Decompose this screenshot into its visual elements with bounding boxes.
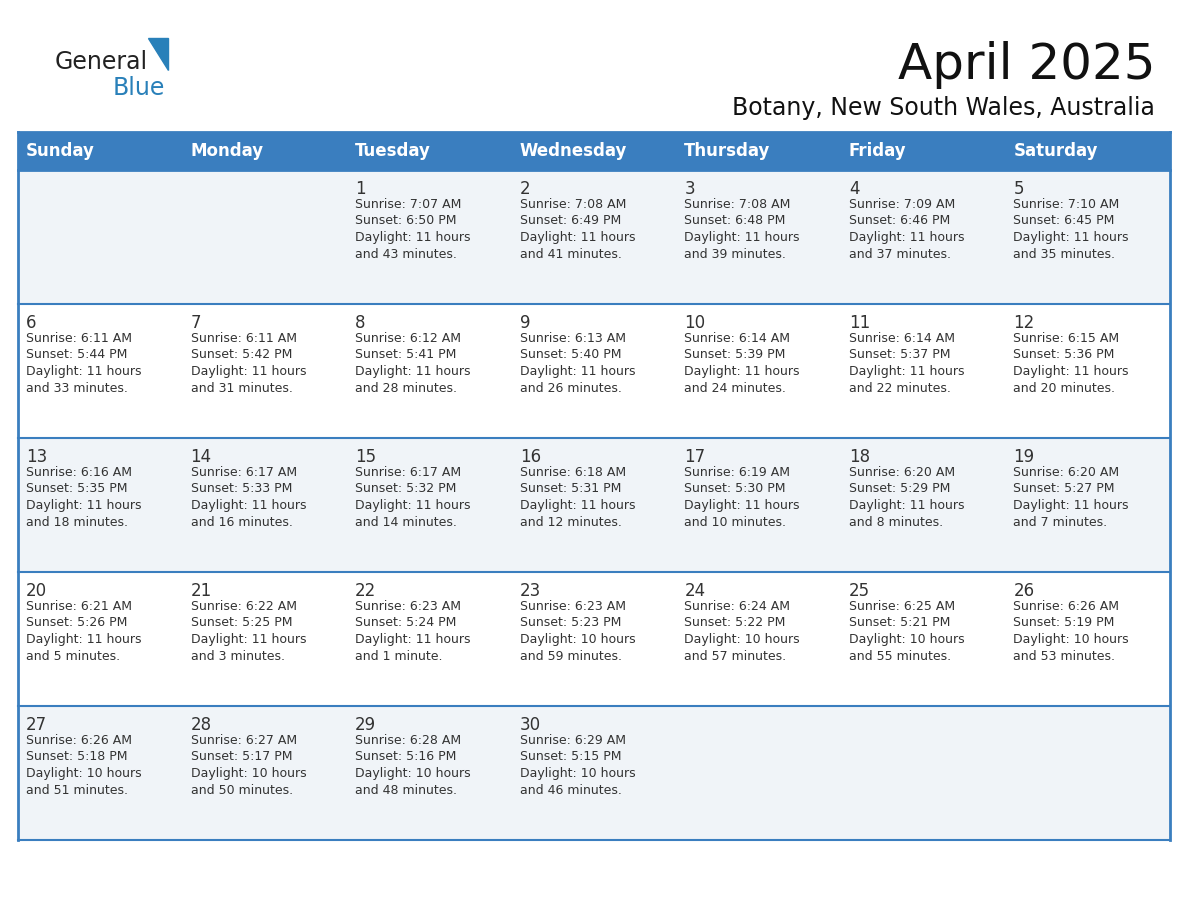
Text: Sunrise: 6:16 AM
Sunset: 5:35 PM
Daylight: 11 hours
and 18 minutes.: Sunrise: 6:16 AM Sunset: 5:35 PM Dayligh… [26, 466, 141, 529]
Text: 16: 16 [519, 448, 541, 466]
Text: 2: 2 [519, 180, 530, 198]
Text: 17: 17 [684, 448, 706, 466]
FancyBboxPatch shape [18, 132, 1170, 170]
Text: Sunrise: 6:24 AM
Sunset: 5:22 PM
Daylight: 10 hours
and 57 minutes.: Sunrise: 6:24 AM Sunset: 5:22 PM Dayligh… [684, 600, 800, 663]
Text: Sunrise: 6:25 AM
Sunset: 5:21 PM
Daylight: 10 hours
and 55 minutes.: Sunrise: 6:25 AM Sunset: 5:21 PM Dayligh… [849, 600, 965, 663]
Text: 27: 27 [26, 716, 48, 734]
Text: Sunrise: 6:22 AM
Sunset: 5:25 PM
Daylight: 11 hours
and 3 minutes.: Sunrise: 6:22 AM Sunset: 5:25 PM Dayligh… [190, 600, 307, 663]
Text: 9: 9 [519, 314, 530, 332]
Text: 14: 14 [190, 448, 211, 466]
Text: Saturday: Saturday [1013, 142, 1098, 160]
Text: Sunrise: 7:10 AM
Sunset: 6:45 PM
Daylight: 11 hours
and 35 minutes.: Sunrise: 7:10 AM Sunset: 6:45 PM Dayligh… [1013, 198, 1129, 261]
Text: Sunrise: 6:23 AM
Sunset: 5:24 PM
Daylight: 11 hours
and 1 minute.: Sunrise: 6:23 AM Sunset: 5:24 PM Dayligh… [355, 600, 470, 663]
Text: 20: 20 [26, 582, 48, 600]
Polygon shape [148, 38, 168, 70]
Text: Sunrise: 7:08 AM
Sunset: 6:48 PM
Daylight: 11 hours
and 39 minutes.: Sunrise: 7:08 AM Sunset: 6:48 PM Dayligh… [684, 198, 800, 261]
Text: 3: 3 [684, 180, 695, 198]
Text: 22: 22 [355, 582, 377, 600]
Text: 8: 8 [355, 314, 366, 332]
Text: 13: 13 [26, 448, 48, 466]
Text: Sunrise: 6:20 AM
Sunset: 5:29 PM
Daylight: 11 hours
and 8 minutes.: Sunrise: 6:20 AM Sunset: 5:29 PM Dayligh… [849, 466, 965, 529]
Text: Sunrise: 6:13 AM
Sunset: 5:40 PM
Daylight: 11 hours
and 26 minutes.: Sunrise: 6:13 AM Sunset: 5:40 PM Dayligh… [519, 332, 636, 395]
Text: Thursday: Thursday [684, 142, 771, 160]
Text: Sunrise: 6:11 AM
Sunset: 5:42 PM
Daylight: 11 hours
and 31 minutes.: Sunrise: 6:11 AM Sunset: 5:42 PM Dayligh… [190, 332, 307, 395]
FancyBboxPatch shape [18, 304, 1170, 438]
Text: 19: 19 [1013, 448, 1035, 466]
Text: 29: 29 [355, 716, 377, 734]
Text: Friday: Friday [849, 142, 906, 160]
Text: 4: 4 [849, 180, 859, 198]
Text: 6: 6 [26, 314, 37, 332]
Text: Wednesday: Wednesday [519, 142, 627, 160]
Text: Blue: Blue [113, 76, 165, 100]
Text: 30: 30 [519, 716, 541, 734]
Text: 7: 7 [190, 314, 201, 332]
Text: Sunrise: 6:17 AM
Sunset: 5:33 PM
Daylight: 11 hours
and 16 minutes.: Sunrise: 6:17 AM Sunset: 5:33 PM Dayligh… [190, 466, 307, 529]
Text: 15: 15 [355, 448, 377, 466]
Text: Botany, New South Wales, Australia: Botany, New South Wales, Australia [732, 96, 1155, 120]
Text: Sunrise: 6:18 AM
Sunset: 5:31 PM
Daylight: 11 hours
and 12 minutes.: Sunrise: 6:18 AM Sunset: 5:31 PM Dayligh… [519, 466, 636, 529]
FancyBboxPatch shape [18, 706, 1170, 840]
Text: Sunrise: 7:07 AM
Sunset: 6:50 PM
Daylight: 11 hours
and 43 minutes.: Sunrise: 7:07 AM Sunset: 6:50 PM Dayligh… [355, 198, 470, 261]
Text: 26: 26 [1013, 582, 1035, 600]
Text: 25: 25 [849, 582, 870, 600]
Text: Tuesday: Tuesday [355, 142, 431, 160]
Text: Sunrise: 6:12 AM
Sunset: 5:41 PM
Daylight: 11 hours
and 28 minutes.: Sunrise: 6:12 AM Sunset: 5:41 PM Dayligh… [355, 332, 470, 395]
Text: 12: 12 [1013, 314, 1035, 332]
Text: 10: 10 [684, 314, 706, 332]
Text: Sunrise: 6:27 AM
Sunset: 5:17 PM
Daylight: 10 hours
and 50 minutes.: Sunrise: 6:27 AM Sunset: 5:17 PM Dayligh… [190, 734, 307, 797]
FancyBboxPatch shape [18, 572, 1170, 706]
Text: Sunrise: 6:20 AM
Sunset: 5:27 PM
Daylight: 11 hours
and 7 minutes.: Sunrise: 6:20 AM Sunset: 5:27 PM Dayligh… [1013, 466, 1129, 529]
Text: Sunrise: 6:17 AM
Sunset: 5:32 PM
Daylight: 11 hours
and 14 minutes.: Sunrise: 6:17 AM Sunset: 5:32 PM Dayligh… [355, 466, 470, 529]
Text: Sunrise: 6:26 AM
Sunset: 5:18 PM
Daylight: 10 hours
and 51 minutes.: Sunrise: 6:26 AM Sunset: 5:18 PM Dayligh… [26, 734, 141, 797]
Text: Sunrise: 6:23 AM
Sunset: 5:23 PM
Daylight: 10 hours
and 59 minutes.: Sunrise: 6:23 AM Sunset: 5:23 PM Dayligh… [519, 600, 636, 663]
Text: Sunrise: 6:19 AM
Sunset: 5:30 PM
Daylight: 11 hours
and 10 minutes.: Sunrise: 6:19 AM Sunset: 5:30 PM Dayligh… [684, 466, 800, 529]
Text: Sunrise: 6:21 AM
Sunset: 5:26 PM
Daylight: 11 hours
and 5 minutes.: Sunrise: 6:21 AM Sunset: 5:26 PM Dayligh… [26, 600, 141, 663]
Text: 24: 24 [684, 582, 706, 600]
Text: 23: 23 [519, 582, 541, 600]
Text: Monday: Monday [190, 142, 264, 160]
FancyBboxPatch shape [18, 438, 1170, 572]
Text: Sunrise: 6:14 AM
Sunset: 5:37 PM
Daylight: 11 hours
and 22 minutes.: Sunrise: 6:14 AM Sunset: 5:37 PM Dayligh… [849, 332, 965, 395]
Text: 5: 5 [1013, 180, 1024, 198]
Text: Sunrise: 6:29 AM
Sunset: 5:15 PM
Daylight: 10 hours
and 46 minutes.: Sunrise: 6:29 AM Sunset: 5:15 PM Dayligh… [519, 734, 636, 797]
Text: 1: 1 [355, 180, 366, 198]
Text: Sunrise: 6:15 AM
Sunset: 5:36 PM
Daylight: 11 hours
and 20 minutes.: Sunrise: 6:15 AM Sunset: 5:36 PM Dayligh… [1013, 332, 1129, 395]
Text: Sunday: Sunday [26, 142, 95, 160]
Text: Sunrise: 7:08 AM
Sunset: 6:49 PM
Daylight: 11 hours
and 41 minutes.: Sunrise: 7:08 AM Sunset: 6:49 PM Dayligh… [519, 198, 636, 261]
Text: 21: 21 [190, 582, 211, 600]
Text: Sunrise: 6:28 AM
Sunset: 5:16 PM
Daylight: 10 hours
and 48 minutes.: Sunrise: 6:28 AM Sunset: 5:16 PM Dayligh… [355, 734, 470, 797]
Text: April 2025: April 2025 [897, 41, 1155, 89]
FancyBboxPatch shape [18, 170, 1170, 304]
Text: Sunrise: 6:14 AM
Sunset: 5:39 PM
Daylight: 11 hours
and 24 minutes.: Sunrise: 6:14 AM Sunset: 5:39 PM Dayligh… [684, 332, 800, 395]
Text: Sunrise: 6:26 AM
Sunset: 5:19 PM
Daylight: 10 hours
and 53 minutes.: Sunrise: 6:26 AM Sunset: 5:19 PM Dayligh… [1013, 600, 1129, 663]
Text: 28: 28 [190, 716, 211, 734]
Text: 18: 18 [849, 448, 870, 466]
Text: Sunrise: 7:09 AM
Sunset: 6:46 PM
Daylight: 11 hours
and 37 minutes.: Sunrise: 7:09 AM Sunset: 6:46 PM Dayligh… [849, 198, 965, 261]
Text: 11: 11 [849, 314, 870, 332]
Text: General: General [55, 50, 148, 74]
Text: Sunrise: 6:11 AM
Sunset: 5:44 PM
Daylight: 11 hours
and 33 minutes.: Sunrise: 6:11 AM Sunset: 5:44 PM Dayligh… [26, 332, 141, 395]
